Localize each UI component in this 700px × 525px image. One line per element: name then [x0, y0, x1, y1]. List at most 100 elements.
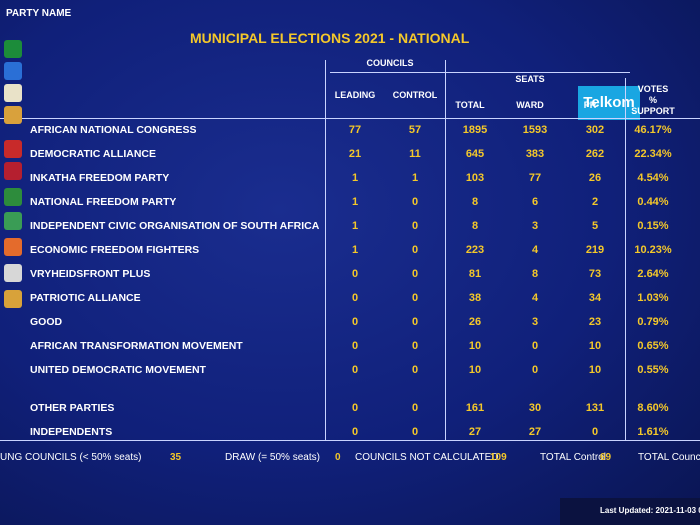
ward-header: WARD: [516, 100, 544, 110]
cell-ward: 3: [531, 316, 539, 328]
party-name: VRYHEIDSFRONT PLUS: [30, 268, 151, 280]
cell-control: 0: [411, 364, 419, 376]
cell-total: 81: [468, 268, 482, 280]
rule: [330, 72, 630, 73]
party-name-header: PARTY NAME: [6, 8, 72, 19]
rule: [325, 60, 326, 440]
cell-leading: 1: [351, 172, 359, 184]
cell-votes: 0.79%: [637, 316, 669, 328]
cell-total: 38: [468, 292, 482, 304]
cell-control: 0: [411, 340, 419, 352]
cell-control: 1: [411, 172, 419, 184]
party-logo: [4, 62, 22, 80]
cell-total: 10: [468, 364, 482, 376]
cell-votes: 1.03%: [637, 292, 669, 304]
votes-header: SUPPORT: [631, 106, 675, 116]
party-logo: [4, 40, 22, 58]
party-logo: [4, 290, 22, 308]
cell-votes: 2.64%: [637, 268, 669, 280]
cell-total: 27: [468, 426, 482, 438]
summary-value: 69: [600, 452, 612, 463]
cell-leading: 0: [351, 340, 359, 352]
cell-control: 0: [411, 244, 419, 256]
party-name: OTHER PARTIES: [30, 402, 115, 414]
party-logo: [4, 212, 22, 230]
summary-label: TOTAL Control: [540, 452, 606, 463]
party-name: NATIONAL FREEDOM PARTY: [30, 196, 177, 208]
summary-label: TOTAL Councils: [638, 452, 700, 463]
party-logo: [4, 84, 22, 102]
party-logo: [4, 188, 22, 206]
summary-label: UNG COUNCILS (< 50% seats): [0, 452, 142, 463]
party-name: ECONOMIC FREEDOM FIGHTERS: [30, 244, 200, 256]
cell-pr: 73: [588, 268, 602, 280]
cell-votes: 0.44%: [637, 196, 669, 208]
cell-votes: 4.54%: [637, 172, 669, 184]
cell-control: 0: [411, 426, 419, 438]
cell-leading: 0: [351, 268, 359, 280]
cell-total: 10: [468, 340, 482, 352]
cell-pr: 219: [585, 244, 605, 256]
votes-header: VOTES: [637, 84, 669, 94]
cell-pr: 131: [585, 402, 605, 414]
cell-ward: 383: [525, 148, 545, 160]
party-name: INDEPENDENT CIVIC ORGANISATION OF SOUTH …: [30, 220, 320, 232]
cell-leading: 0: [351, 364, 359, 376]
rule: [445, 60, 446, 440]
cell-votes: 46.17%: [634, 124, 672, 136]
last-updated: Last Updated: 2021-11-03 08:2: [600, 506, 700, 515]
cell-ward: 30: [528, 402, 542, 414]
party-logo: [4, 106, 22, 124]
cell-votes: 1.61%: [637, 426, 669, 438]
cell-leading: 0: [351, 402, 359, 414]
cell-pr: 26: [588, 172, 602, 184]
party-logo: [4, 264, 22, 282]
cell-votes: 22.34%: [634, 148, 672, 160]
cell-pr: 34: [588, 292, 602, 304]
cell-total: 161: [465, 402, 485, 414]
cell-control: 0: [411, 316, 419, 328]
cell-total: 8: [471, 220, 479, 232]
cell-ward: 27: [528, 426, 542, 438]
cell-total: 103: [465, 172, 485, 184]
cell-ward: 3: [531, 220, 539, 232]
cell-votes: 0.55%: [637, 364, 669, 376]
cell-ward: 4: [531, 292, 539, 304]
cell-ward: 1593: [522, 124, 548, 136]
cell-votes: 10.23%: [634, 244, 672, 256]
cell-leading: 1: [351, 244, 359, 256]
cell-control: 0: [411, 196, 419, 208]
party-logo: [4, 140, 22, 158]
rule: [625, 78, 626, 440]
leading-header: LEADING: [334, 90, 376, 100]
pr-header: PR: [583, 100, 597, 110]
cell-votes: 0.15%: [637, 220, 669, 232]
cell-leading: 0: [351, 292, 359, 304]
cell-votes: 0.65%: [637, 340, 669, 352]
cell-leading: 1: [351, 196, 359, 208]
cell-pr: 10: [588, 364, 602, 376]
cell-pr: 2: [591, 196, 599, 208]
votes-header: %: [648, 95, 657, 105]
summary-value: 109: [490, 452, 507, 463]
cell-ward: 6: [531, 196, 539, 208]
cell-control: 57: [408, 124, 422, 136]
summary-value: 35: [170, 452, 182, 463]
cell-total: 1895: [462, 124, 488, 136]
cell-leading: 77: [348, 124, 362, 136]
cell-pr: 262: [585, 148, 605, 160]
update-bar: [560, 498, 700, 525]
cell-control: 11: [409, 148, 421, 160]
party-name: AFRICAN NATIONAL CONGRESS: [30, 124, 197, 136]
cell-control: 0: [411, 402, 419, 414]
cell-ward: 8: [531, 268, 539, 280]
party-logo: [4, 238, 22, 256]
cell-ward: 0: [531, 364, 539, 376]
cell-control: 0: [411, 268, 419, 280]
cell-leading: 21: [348, 148, 362, 160]
cell-pr: 5: [591, 220, 599, 232]
cell-votes: 8.60%: [637, 402, 669, 414]
cell-leading: 0: [351, 426, 359, 438]
summary-label: DRAW (= 50% seats): [225, 452, 320, 463]
